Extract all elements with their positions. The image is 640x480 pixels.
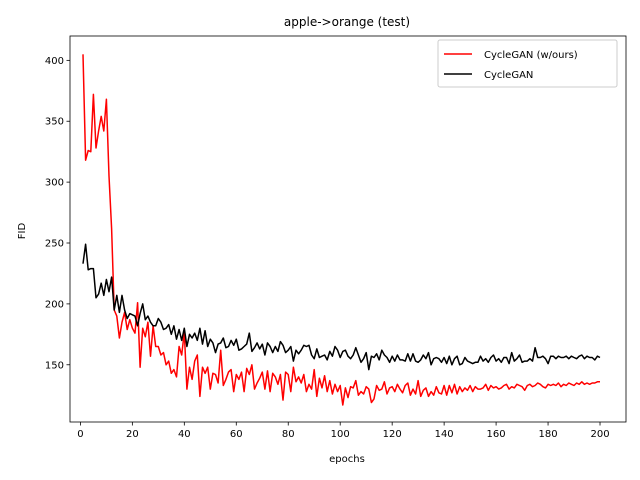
legend: CycleGAN (w/ours) CycleGAN bbox=[437, 39, 618, 88]
x-tick-label: 180 bbox=[539, 429, 558, 440]
y-tick-label: 200 bbox=[45, 299, 64, 310]
y-tick-label: 300 bbox=[45, 178, 64, 189]
series-layer bbox=[82, 54, 601, 406]
legend-label-cyclegan-w-ours: CycleGAN (w/ours) bbox=[484, 50, 578, 61]
x-tick-label: 60 bbox=[230, 429, 243, 440]
legend-label-cyclegan: CycleGAN bbox=[484, 70, 533, 81]
x-tick-label: 80 bbox=[282, 429, 295, 440]
y-axis-label: FID bbox=[17, 223, 28, 240]
x-tick-label: 0 bbox=[77, 429, 83, 440]
y-tick-label: 400 bbox=[45, 56, 64, 67]
x-tick-label: 120 bbox=[383, 429, 402, 440]
x-tick-label: 20 bbox=[126, 429, 139, 440]
plot-frame bbox=[69, 35, 627, 423]
legend-box bbox=[437, 39, 618, 88]
x-tick-label: 200 bbox=[590, 429, 609, 440]
series-line-1 bbox=[82, 243, 601, 371]
x-tick-label: 140 bbox=[435, 429, 454, 440]
x-tick-label: 40 bbox=[178, 429, 191, 440]
series-line-0 bbox=[82, 54, 600, 406]
x-tick-label: 100 bbox=[331, 429, 350, 440]
y-tick-label: 250 bbox=[45, 239, 64, 250]
y-tick-label: 150 bbox=[45, 360, 64, 371]
axes-layer: 0 20 40 60 80 100 120 140 160 180 200 150 200 250 300 3… bbox=[45, 35, 627, 440]
x-tick-label: 160 bbox=[487, 429, 506, 440]
y-tick-label: 350 bbox=[45, 117, 64, 128]
x-axis-label: epochs bbox=[329, 454, 365, 465]
chart-title: apple->orange (test) bbox=[284, 15, 410, 29]
